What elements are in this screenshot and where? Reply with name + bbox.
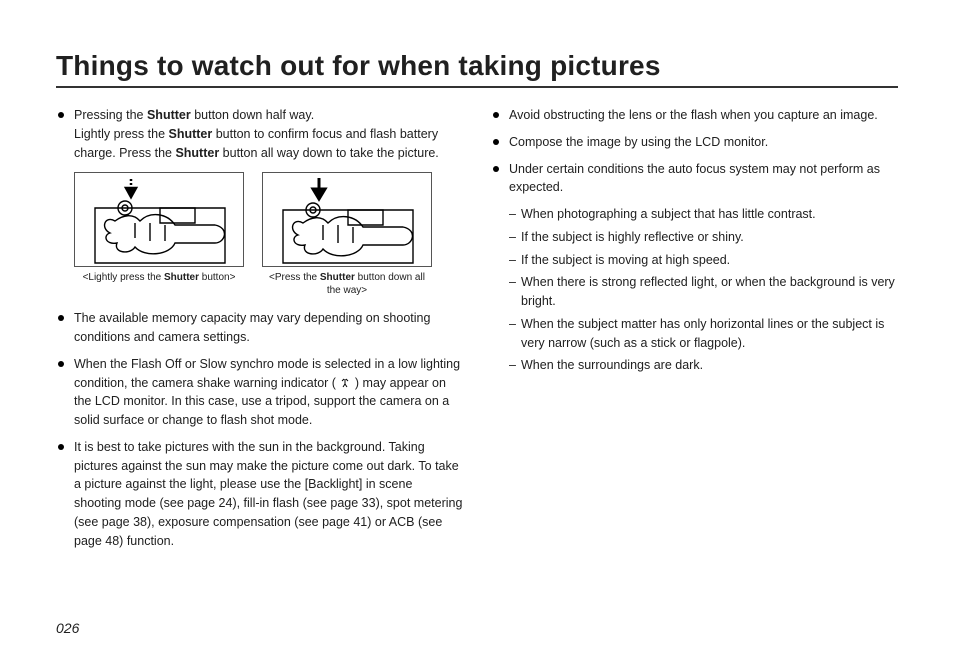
bullet-4: It is best to take pictures with the sun… — [56, 438, 463, 551]
text: button down half way. — [191, 108, 314, 122]
dash-1: When photographing a subject that has li… — [491, 205, 898, 224]
bullet-r1: Avoid obstructing the lens or the flash … — [491, 106, 898, 125]
content-columns: Pressing the Shutter button down half wa… — [56, 106, 898, 558]
caption-bold: Shutter — [164, 272, 199, 283]
text: Lightly press the — [74, 127, 169, 141]
figure-2-image — [262, 172, 432, 267]
figure-1-image — [74, 172, 244, 267]
figure-2: <Press the Shutter button down all the w… — [262, 172, 432, 297]
dash-2: If the subject is highly reflective or s… — [491, 228, 898, 247]
dash-4: When there is strong reflected light, or… — [491, 273, 898, 311]
bullet-r2: Compose the image by using the LCD monit… — [491, 133, 898, 152]
caption-text: button> — [199, 272, 235, 283]
text: button all way down to take the picture. — [219, 146, 439, 160]
dash-6: When the surroundings are dark. — [491, 356, 898, 375]
bullet-3: When the Flash Off or Slow synchro mode … — [56, 355, 463, 430]
text: Pressing the — [74, 108, 147, 122]
camera-shake-icon — [339, 377, 351, 389]
dash-3: If the subject is moving at high speed. — [491, 251, 898, 270]
figure-row: <Lightly press the Shutter button> — [74, 172, 463, 297]
bullet-2: The available memory capacity may vary d… — [56, 309, 463, 347]
bullet-1: Pressing the Shutter button down half wa… — [56, 106, 463, 162]
page-number: 026 — [56, 620, 79, 636]
text-bold: Shutter — [147, 108, 191, 122]
page-title: Things to watch out for when taking pict… — [56, 50, 898, 88]
figure-1: <Lightly press the Shutter button> — [74, 172, 244, 297]
text-bold: Shutter — [169, 127, 213, 141]
bullet-r3: Under certain conditions the auto focus … — [491, 160, 898, 198]
figure-1-caption: <Lightly press the Shutter button> — [83, 271, 236, 284]
caption-text: <Lightly press the — [83, 272, 164, 283]
caption-text: <Press the — [269, 272, 320, 283]
dash-5: When the subject matter has only horizon… — [491, 315, 898, 353]
caption-bold: Shutter — [320, 272, 355, 283]
manual-page: Things to watch out for when taking pict… — [0, 0, 954, 660]
figure-2-caption: <Press the Shutter button down all the w… — [262, 271, 432, 297]
text-bold: Shutter — [175, 146, 219, 160]
right-column: Avoid obstructing the lens or the flash … — [491, 106, 898, 558]
left-column: Pressing the Shutter button down half wa… — [56, 106, 463, 558]
